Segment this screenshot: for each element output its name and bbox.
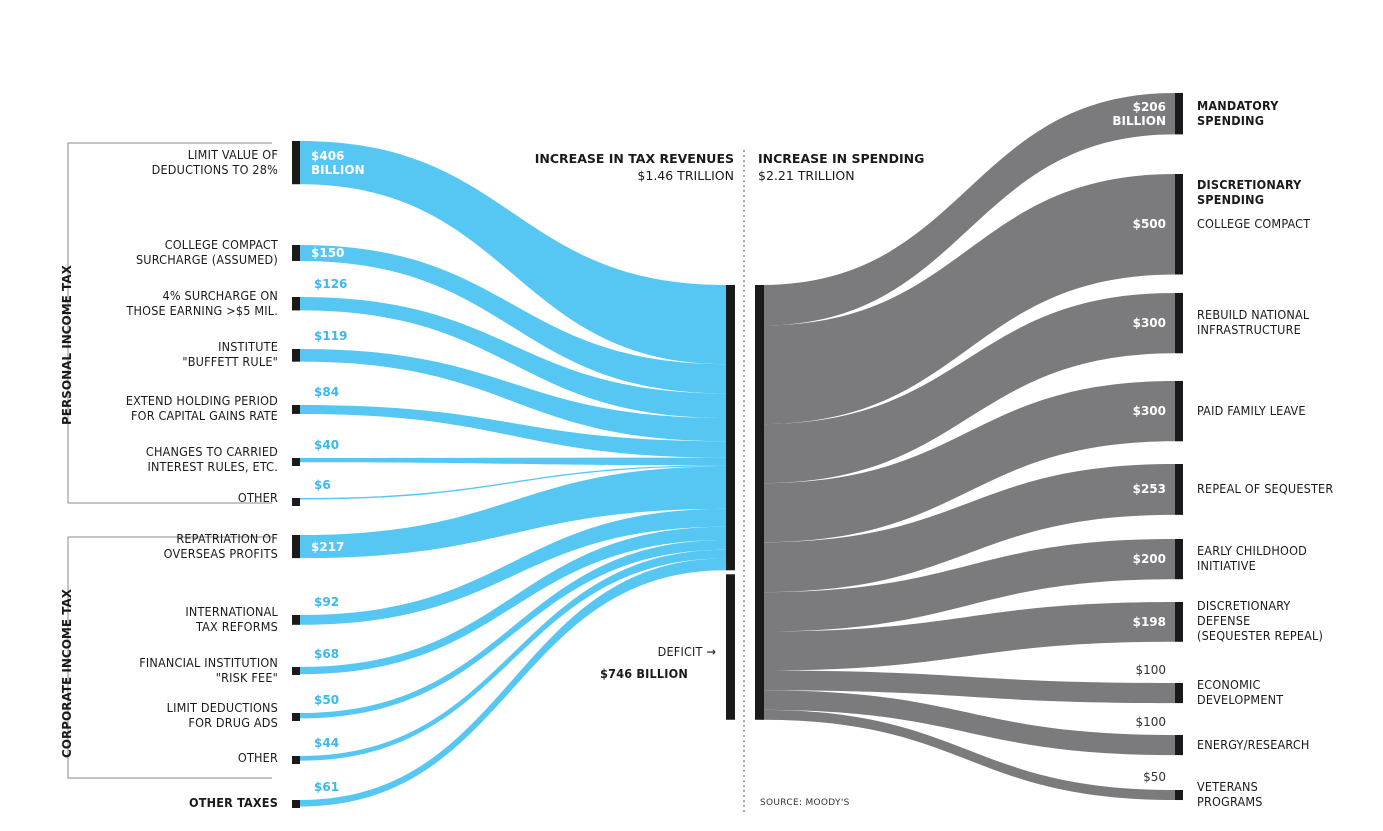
spending-target-bar [1175,539,1183,579]
spending-value-label: $100 [1110,663,1166,677]
revenue-source-bar [292,349,300,362]
revenue-source-bar [292,756,300,764]
spending-value-label: $253 [1110,482,1166,496]
spending-value-label: $300 [1110,316,1166,330]
spending-item-label: DISCRETIONARY DEFENSE (SEQUESTER REPEAL) [1197,598,1377,643]
revenue-item-label: OTHER TAXES [60,795,278,810]
revenue-value-label: $217 [311,540,344,554]
spending-value-label: $300 [1110,404,1166,418]
spending-value-label: $198 [1110,615,1166,629]
deficit-label: DEFICIT → [560,644,716,659]
spending-title: INCREASE IN SPENDING [758,150,978,167]
spending-total-bar [755,285,764,720]
revenue-value-label: $68 [314,647,339,661]
revenue-item-label: LIMIT DEDUCTIONS FOR DRUG ADS [60,700,278,730]
revenue-value-label: $84 [314,385,339,399]
revenue-header: INCREASE IN TAX REVENUES $1.46 TRILLION [524,150,734,184]
revenue-item-label: CHANGES TO CARRIED INTEREST RULES, ETC. [60,444,278,474]
revenue-source-bar [292,458,300,466]
spending-value-label: $206 BILLION [1110,100,1166,128]
revenue-item-label: COLLEGE COMPACT SURCHARGE (ASSUMED) [60,237,278,267]
revenue-source-bar [292,615,300,625]
revenue-flow [300,458,726,466]
spending-value-label: $50 [1110,770,1166,784]
revenue-value-label: $119 [314,329,347,343]
revenue-source-bar [292,713,300,721]
spending-item-label: REPEAL OF SEQUESTER [1197,481,1377,496]
spending-total: $2.21 TRILLION [758,167,978,184]
spending-target-bar [1175,735,1183,755]
spending-item-label: ECONOMIC DEVELOPMENT [1197,677,1377,707]
revenue-source-bar [292,297,300,310]
revenue-source-bar [292,245,300,261]
revenue-source-bar [292,498,300,506]
revenue-item-label: INTERNATIONAL TAX REFORMS [60,604,278,634]
spending-target-bar [1175,602,1183,642]
revenue-value-label: $61 [314,780,339,794]
revenue-source-bar [292,667,300,675]
revenue-source-bar [292,800,300,808]
revenue-source-bar [292,141,300,184]
revenue-source-bar [292,535,300,558]
spending-header: INCREASE IN SPENDING $2.21 TRILLION [758,150,978,184]
spending-item-label: VETERANS PROGRAMS [1197,779,1377,809]
spending-target-bar [1175,683,1183,703]
spending-heading: DISCRETIONARY SPENDING [1197,177,1377,207]
spending-target-bar [1175,790,1183,800]
spending-target-bar [1175,93,1183,134]
revenue-value-label: $50 [314,693,339,707]
spending-target-bar [1175,174,1183,275]
revenue-item-label: EXTEND HOLDING PERIOD FOR CAPITAL GAINS R… [60,393,278,423]
spending-value-label: $200 [1110,552,1166,566]
revenue-source-bar [292,405,300,414]
spending-value-label: $100 [1110,715,1166,729]
revenue-value-label: $40 [314,438,339,452]
revenue-value-label: $150 [311,246,344,260]
revenue-value-label: $406 BILLION [311,149,365,177]
spending-item-label: MANDATORY SPENDING [1197,98,1377,128]
spending-target-bar [1175,293,1183,353]
spending-target-bar [1175,464,1183,515]
revenue-item-label: 4% SURCHARGE ON THOSE EARNING >$5 MIL. [60,288,278,318]
revenue-total: $1.46 TRILLION [524,167,734,184]
deficit-bar [726,574,735,719]
spending-item-label: REBUILD NATIONAL INFRASTRUCTURE [1197,307,1377,337]
personal-income-tax-label: PERSONAL INCOME TAX [60,265,74,425]
revenue-item-label: OTHER [60,490,278,505]
spending-item-label: PAID FAMILY LEAVE [1197,403,1377,418]
spending-item-label: COLLEGE COMPACT [1197,216,1377,231]
revenue-value-label: $6 [314,478,331,492]
revenue-item-label: LIMIT VALUE OF DEDUCTIONS TO 28% [60,147,278,177]
spending-item-label: ENERGY/RESEARCH [1197,737,1377,752]
corporate-income-tax-label: CORPORATE INCOME TAX [60,589,74,758]
source-note: SOURCE: MOODY'S [760,798,850,808]
spending-item-label: EARLY CHILDHOOD INITIATIVE [1197,543,1377,573]
revenue-title: INCREASE IN TAX REVENUES [524,150,734,167]
revenue-item-label: REPATRIATION OF OVERSEAS PROFITS [60,531,278,561]
revenue-total-bar [726,285,735,570]
revenue-item-label: INSTITUTE "BUFFETT RULE" [60,339,278,369]
revenue-value-label: $126 [314,277,347,291]
revenue-item-label: OTHER [60,750,278,765]
revenue-value-label: $44 [314,736,339,750]
deficit-value: $746 BILLION [540,666,688,681]
spending-value-label: $500 [1110,217,1166,231]
revenue-flow [300,558,726,806]
revenue-item-label: FINANCIAL INSTITUTION "RISK FEE" [60,655,278,685]
revenue-value-label: $92 [314,595,339,609]
spending-target-bar [1175,381,1183,441]
